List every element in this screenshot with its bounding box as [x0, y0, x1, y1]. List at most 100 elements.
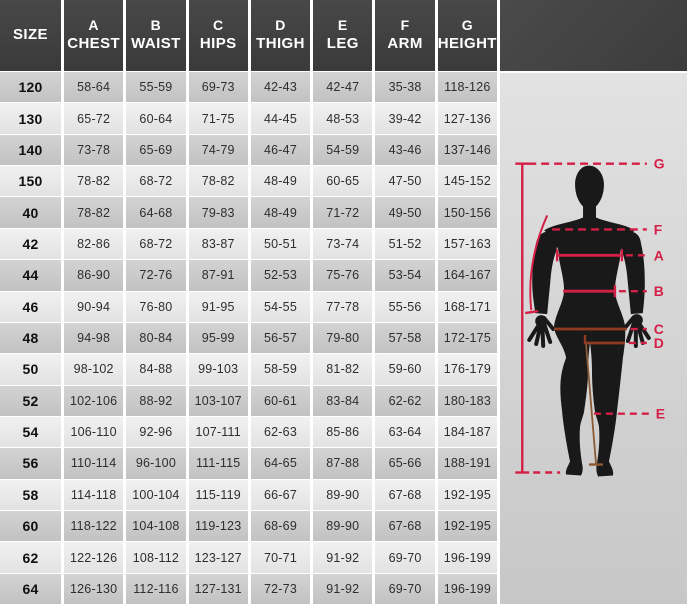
waist-cell: 68-72: [126, 228, 186, 260]
size-cell: 52: [0, 385, 61, 416]
height-cell: 172-175: [437, 322, 497, 354]
column-header-size: SIZE: [0, 0, 61, 71]
table-row: 58 114-118 100-104 115-119 66-67 89-90 6…: [0, 478, 497, 511]
height-cell: 196-199: [437, 573, 497, 604]
thigh-cell: 48-49: [250, 197, 311, 228]
measure-line-chest: [555, 249, 647, 262]
size-cell: 64: [0, 573, 61, 604]
measure-label-leg: E: [656, 406, 665, 422]
chest-cell: 126-130: [64, 573, 124, 604]
height-cell: 188-191: [437, 448, 497, 479]
hips-cell: 115-119: [188, 479, 248, 511]
arm-cell: 35-38: [375, 72, 435, 103]
column-letter: G: [461, 17, 473, 34]
column-header-thigh: D THIGH: [250, 0, 311, 71]
arm-cell: 67-68: [375, 511, 435, 542]
leg-cell: 48-53: [313, 103, 373, 134]
arm-cell: 69-70: [375, 573, 435, 604]
waist-cell: 96-100: [126, 448, 186, 479]
waist-cell: 100-104: [126, 479, 186, 511]
size-cell: 42: [0, 228, 61, 260]
height-cell: 145-152: [437, 166, 497, 197]
hips-cell: 103-107: [188, 385, 248, 416]
arm-cell: 69-70: [375, 542, 435, 573]
chest-cell: 73-78: [64, 134, 124, 166]
table-header-row: SIZE A CHEST B WAIST C HIPS D THIGH E LE…: [0, 0, 497, 71]
leg-cell: 79-80: [313, 322, 373, 354]
thigh-cell: 42-43: [250, 72, 311, 103]
table-row: 48 94-98 80-84 95-99 56-57 79-80 57-58 1…: [0, 321, 497, 354]
measure-label-arm: F: [654, 221, 663, 237]
size-cell: 56: [0, 448, 61, 479]
hips-cell: 69-73: [188, 72, 248, 103]
waist-cell: 55-59: [126, 72, 186, 103]
waist-cell: 88-92: [126, 385, 186, 416]
hips-cell: 95-99: [188, 322, 248, 354]
height-cell: 176-179: [437, 354, 497, 385]
table-row: 150 78-82 68-72 78-82 48-49 60-65 47-50 …: [0, 165, 497, 197]
thigh-cell: 68-69: [250, 511, 311, 542]
column-letter: B: [150, 17, 162, 34]
column-label: HIPS: [199, 34, 237, 52]
column-label: WAIST: [131, 34, 181, 52]
chest-cell: 102-106: [64, 385, 124, 416]
arm-cell: 53-54: [375, 260, 435, 291]
column-header-hips: C HIPS: [188, 0, 248, 71]
arm-cell: 55-56: [375, 291, 435, 322]
arm-cell: 57-58: [375, 322, 435, 354]
thigh-cell: 58-59: [250, 354, 311, 385]
size-cell: 50: [0, 354, 61, 385]
column-letter: C: [212, 17, 224, 34]
table-row: 52 102-106 88-92 103-107 60-61 83-84 62-…: [0, 384, 497, 416]
waist-cell: 72-76: [126, 260, 186, 291]
body-silhouette: [527, 165, 651, 477]
leg-cell: 89-90: [313, 511, 373, 542]
hips-cell: 79-83: [188, 197, 248, 228]
arm-cell: 62-62: [375, 385, 435, 416]
height-cell: 118-126: [437, 72, 497, 103]
chest-cell: 65-72: [64, 103, 124, 134]
size-cell: 150: [0, 166, 61, 197]
table-row: 50 98-102 84-88 99-103 58-59 81-82 59-60…: [0, 353, 497, 385]
waist-cell: 80-84: [126, 322, 186, 354]
chest-cell: 94-98: [64, 322, 124, 354]
height-cell: 157-163: [437, 228, 497, 260]
measure-label-chest: A: [654, 247, 664, 263]
leg-cell: 60-65: [313, 166, 373, 197]
column-label: THIGH: [256, 34, 305, 52]
thigh-cell: 70-71: [250, 542, 311, 573]
measure-label-waist: B: [654, 283, 664, 299]
height-cell: 180-183: [437, 385, 497, 416]
arm-cell: 65-66: [375, 448, 435, 479]
measure-label-hips: C: [654, 321, 664, 337]
measure-label-thigh: D: [654, 335, 664, 351]
hips-cell: 71-75: [188, 103, 248, 134]
chest-cell: 58-64: [64, 72, 124, 103]
size-cell: 40: [0, 197, 61, 228]
hips-cell: 78-82: [188, 166, 248, 197]
size-cell: 120: [0, 72, 61, 103]
chest-cell: 114-118: [64, 479, 124, 511]
height-cell: 196-199: [437, 542, 497, 573]
leg-cell: 54-59: [313, 134, 373, 166]
size-cell: 140: [0, 134, 61, 166]
thigh-cell: 54-55: [250, 291, 311, 322]
thigh-cell: 56-57: [250, 322, 311, 354]
measurement-figure-panel: G F A B C D E: [500, 0, 687, 604]
figure-area: G F A B C D E: [500, 73, 687, 604]
arm-cell: 63-64: [375, 416, 435, 448]
waist-cell: 65-69: [126, 134, 186, 166]
size-cell: 48: [0, 322, 61, 354]
height-cell: 184-187: [437, 416, 497, 448]
leg-cell: 91-92: [313, 573, 373, 604]
table-row: 120 58-64 55-59 69-73 42-43 42-47 35-38 …: [0, 71, 497, 103]
measure-line-waist: [563, 285, 647, 298]
waist-cell: 76-80: [126, 291, 186, 322]
leg-cell: 85-86: [313, 416, 373, 448]
table-row: 140 73-78 65-69 74-79 46-47 54-59 43-46 …: [0, 133, 497, 166]
leg-cell: 83-84: [313, 385, 373, 416]
size-cell: 60: [0, 511, 61, 542]
thigh-cell: 48-49: [250, 166, 311, 197]
thigh-cell: 62-63: [250, 416, 311, 448]
